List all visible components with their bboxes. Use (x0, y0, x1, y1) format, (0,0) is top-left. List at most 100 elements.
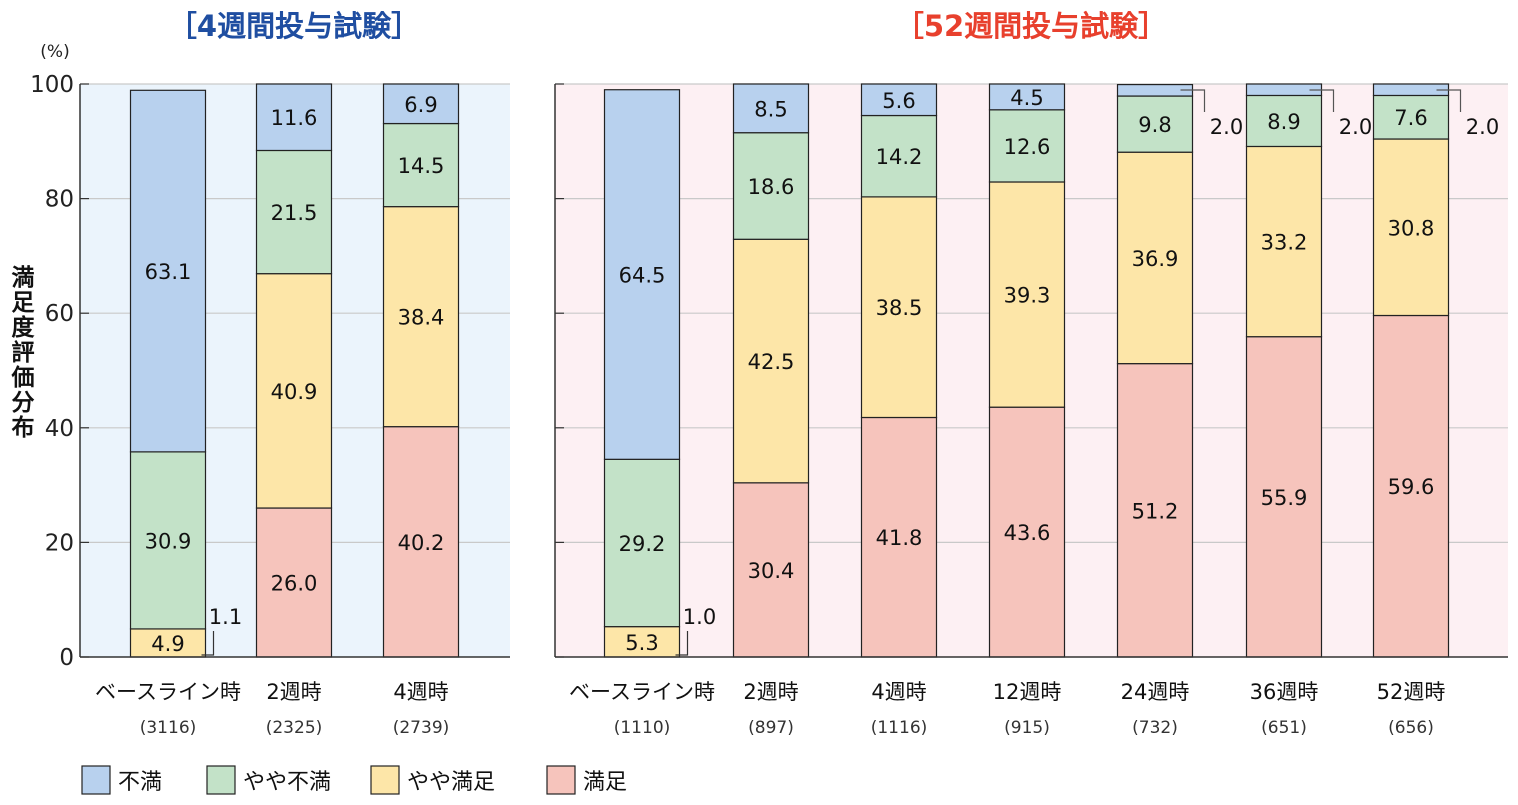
category-label: 2週時 (266, 680, 321, 704)
legend-label: 満足 (583, 770, 627, 795)
category-label: ベースライン時 (569, 680, 715, 704)
data-label: 4.5 (1010, 86, 1043, 110)
bar-segment (382, 122, 460, 208)
callout-leader (675, 631, 689, 656)
callout-label: 2.0 (1466, 115, 1499, 139)
bar-segment (1116, 95, 1194, 153)
data-label: 26.0 (271, 572, 318, 596)
sample-size-label: (732) (1132, 718, 1178, 738)
bar-segment (732, 132, 810, 240)
callout-leader (1436, 89, 1462, 112)
y-tick-label: 20 (45, 530, 74, 556)
bar-segment (860, 83, 938, 117)
data-label: 40.9 (271, 380, 318, 404)
data-label: 41.8 (876, 526, 923, 550)
panel-52-week-trial: ［52週間投与試験］ 5.3 29.2 64.5 ベースライン時 (1110) 30.4 42… (554, 9, 1508, 738)
y-axis: (%) 満足度評価分布 0 20 40 60 80 100 (7, 42, 74, 671)
sample-size-label: (2739) (393, 718, 450, 738)
category-label: 4週時 (393, 680, 448, 704)
category-label: 4週時 (871, 680, 926, 704)
callout-leader (201, 631, 215, 656)
y-tick-label: 40 (45, 416, 74, 442)
legend-label: やや不満 (243, 770, 331, 795)
y-axis-unit: (%) (40, 42, 69, 62)
bar-segment (1245, 145, 1323, 338)
bar-segment (860, 416, 938, 658)
y-tick-label: 0 (59, 645, 74, 671)
legend-label: やや満足 (407, 770, 495, 795)
data-label: 38.4 (398, 306, 445, 330)
bar-segment (129, 451, 207, 630)
data-label: 12.6 (1004, 135, 1051, 159)
data-label: 14.2 (876, 145, 923, 169)
callout-label: 2.0 (1339, 115, 1372, 139)
data-label: 30.9 (145, 529, 192, 553)
callout-leader (1180, 89, 1206, 112)
legend-swatch (206, 765, 236, 795)
legend-swatch (370, 765, 400, 795)
bar-segment (988, 109, 1066, 183)
data-label: 4.9 (151, 632, 184, 656)
legend: 不満 やや不満 やや満足 満足 (81, 765, 627, 795)
callout-label: 1.0 (683, 605, 716, 629)
category-label: 36週時 (1250, 680, 1319, 704)
legend-swatch (81, 765, 111, 795)
data-label: 7.6 (1394, 106, 1427, 130)
legend-label: 不満 (118, 770, 162, 795)
data-label: 8.9 (1267, 110, 1300, 134)
data-label: 21.5 (271, 201, 318, 225)
bar-segment (382, 206, 460, 428)
data-label: 29.2 (619, 532, 666, 556)
data-label: 38.5 (876, 296, 923, 320)
callout-label: 2.0 (1210, 115, 1243, 139)
data-label: 64.5 (619, 264, 666, 288)
data-label: 33.2 (1261, 231, 1308, 255)
legend-swatch (546, 765, 576, 795)
sample-size-label: (656) (1388, 718, 1434, 738)
bar-segment (988, 181, 1066, 408)
data-label: 30.4 (748, 559, 795, 583)
sample-size-label: (897) (748, 718, 794, 738)
data-label: 43.6 (1004, 521, 1051, 545)
bar-segment (255, 507, 333, 658)
category-label: 52週時 (1377, 680, 1446, 704)
data-label: 40.2 (398, 531, 445, 555)
callout-leader (1309, 89, 1335, 112)
data-label: 5.6 (882, 89, 915, 113)
data-label: 59.6 (1388, 475, 1435, 499)
y-tick-label: 60 (45, 301, 74, 327)
sample-size-label: (651) (1261, 718, 1307, 738)
bar-segment (382, 83, 460, 125)
sample-size-label: (2325) (266, 718, 323, 738)
callout-label: 1.1 (209, 605, 242, 629)
bar-segment (255, 273, 333, 509)
y-axis-title: 満足度評価分布 (7, 265, 36, 440)
category-label: ベースライン時 (95, 680, 241, 704)
data-label: 11.6 (271, 106, 318, 130)
category-label: 12週時 (993, 680, 1062, 704)
data-label: 30.8 (1388, 216, 1435, 240)
bar-segment (1245, 94, 1323, 148)
sample-size-label: (915) (1004, 718, 1050, 738)
data-label: 14.5 (398, 154, 445, 178)
sample-size-label: (1110) (614, 718, 671, 738)
bar-segment (732, 83, 810, 134)
data-label: 63.1 (145, 260, 192, 284)
panel-title: ［4週間投与試験］ (168, 9, 420, 43)
y-tick-label: 80 (45, 187, 74, 213)
data-label: 51.2 (1132, 499, 1179, 523)
bar-segment (603, 89, 681, 460)
sample-size-label: (3116) (140, 718, 197, 738)
data-label: 55.9 (1261, 486, 1308, 510)
panel-4-week-trial: ［4週間投与試験］ 4.9 30.9 63.1 ベースライン時 (3116) 26.0 40.… (79, 9, 510, 738)
data-label: 39.3 (1004, 284, 1051, 308)
bar-segment (129, 89, 207, 453)
sample-size-label: (1116) (871, 718, 928, 738)
data-label: 6.9 (404, 93, 437, 117)
bar-segment (732, 238, 810, 484)
bar-segment (988, 83, 1066, 111)
bar-segment (382, 426, 460, 658)
y-tick-label: 100 (30, 72, 74, 98)
bar-segment (129, 628, 207, 658)
